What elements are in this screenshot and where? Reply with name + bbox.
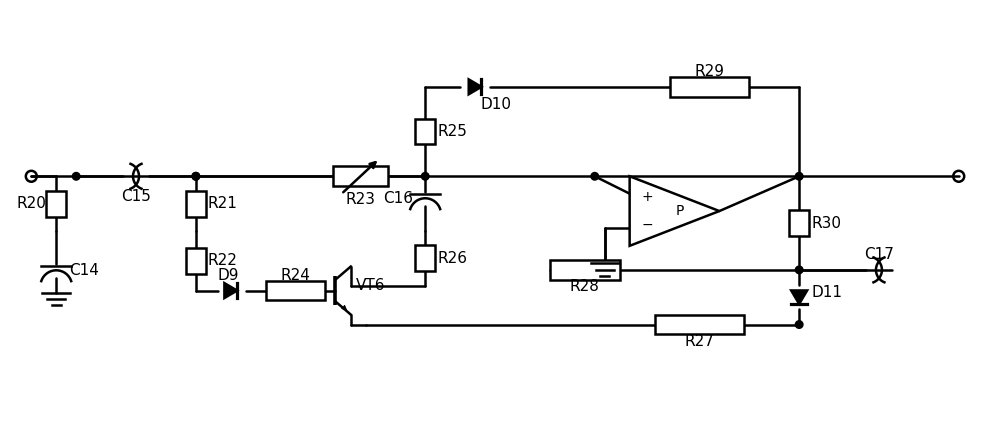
Text: R24: R24 <box>281 268 311 283</box>
Circle shape <box>795 172 803 180</box>
Text: R25: R25 <box>437 124 467 139</box>
Text: C14: C14 <box>69 263 99 278</box>
Polygon shape <box>224 283 237 298</box>
Bar <box>550 260 620 280</box>
Bar <box>415 119 435 145</box>
Circle shape <box>192 172 200 180</box>
Circle shape <box>591 172 599 180</box>
Circle shape <box>421 172 429 180</box>
Bar <box>186 191 206 217</box>
Text: +: + <box>642 190 653 204</box>
Bar <box>789 210 809 236</box>
Text: D9: D9 <box>217 268 239 283</box>
Text: R28: R28 <box>570 279 600 294</box>
Text: D10: D10 <box>480 97 511 112</box>
Polygon shape <box>791 291 807 304</box>
Bar <box>415 245 435 271</box>
Circle shape <box>192 172 200 180</box>
Text: R27: R27 <box>685 334 714 349</box>
Circle shape <box>795 266 803 274</box>
Text: R30: R30 <box>811 216 841 231</box>
Text: R26: R26 <box>437 251 467 266</box>
Text: R22: R22 <box>208 253 238 268</box>
Bar <box>46 191 66 217</box>
Text: D11: D11 <box>811 285 842 300</box>
Text: R21: R21 <box>208 196 238 211</box>
Bar <box>655 314 744 334</box>
Text: P: P <box>675 204 684 218</box>
Text: C16: C16 <box>383 191 413 206</box>
Bar <box>186 248 206 274</box>
Bar <box>266 280 325 300</box>
Circle shape <box>72 172 80 180</box>
Text: −: − <box>642 218 653 232</box>
Text: C17: C17 <box>864 247 894 262</box>
Bar <box>333 166 388 186</box>
Text: R29: R29 <box>694 64 724 79</box>
Polygon shape <box>630 176 719 246</box>
Text: R23: R23 <box>345 192 375 207</box>
Text: VT6: VT6 <box>355 278 385 293</box>
Polygon shape <box>342 305 347 310</box>
Circle shape <box>795 321 803 328</box>
Polygon shape <box>469 79 481 94</box>
Text: C15: C15 <box>121 189 151 204</box>
Bar <box>670 77 749 97</box>
Text: R20: R20 <box>16 196 46 211</box>
